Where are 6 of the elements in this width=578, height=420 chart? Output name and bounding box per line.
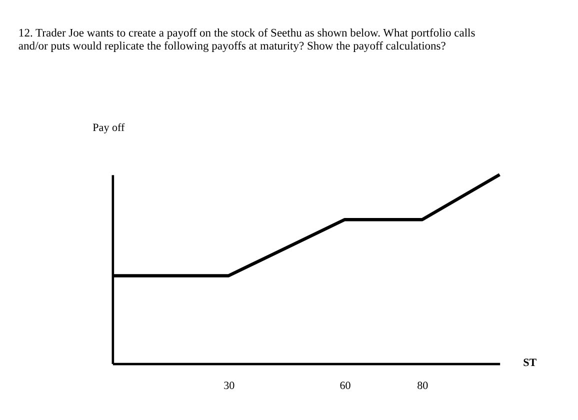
x-axis-title: ST — [523, 356, 538, 369]
chart-title: 12. Trader Joe wants to create a payoff on the stock of Seethu as shown below. What portfolio calls and/or puts would replicate the following payoffs at maturity? Show the payoff calculations? — [18, 27, 476, 53]
x-tick-label: 60 — [340, 380, 352, 392]
x-tick-label: 30 — [224, 380, 236, 392]
y-axis-title: Pay off — [92, 122, 125, 134]
x-tick-label: 80 — [417, 380, 429, 392]
